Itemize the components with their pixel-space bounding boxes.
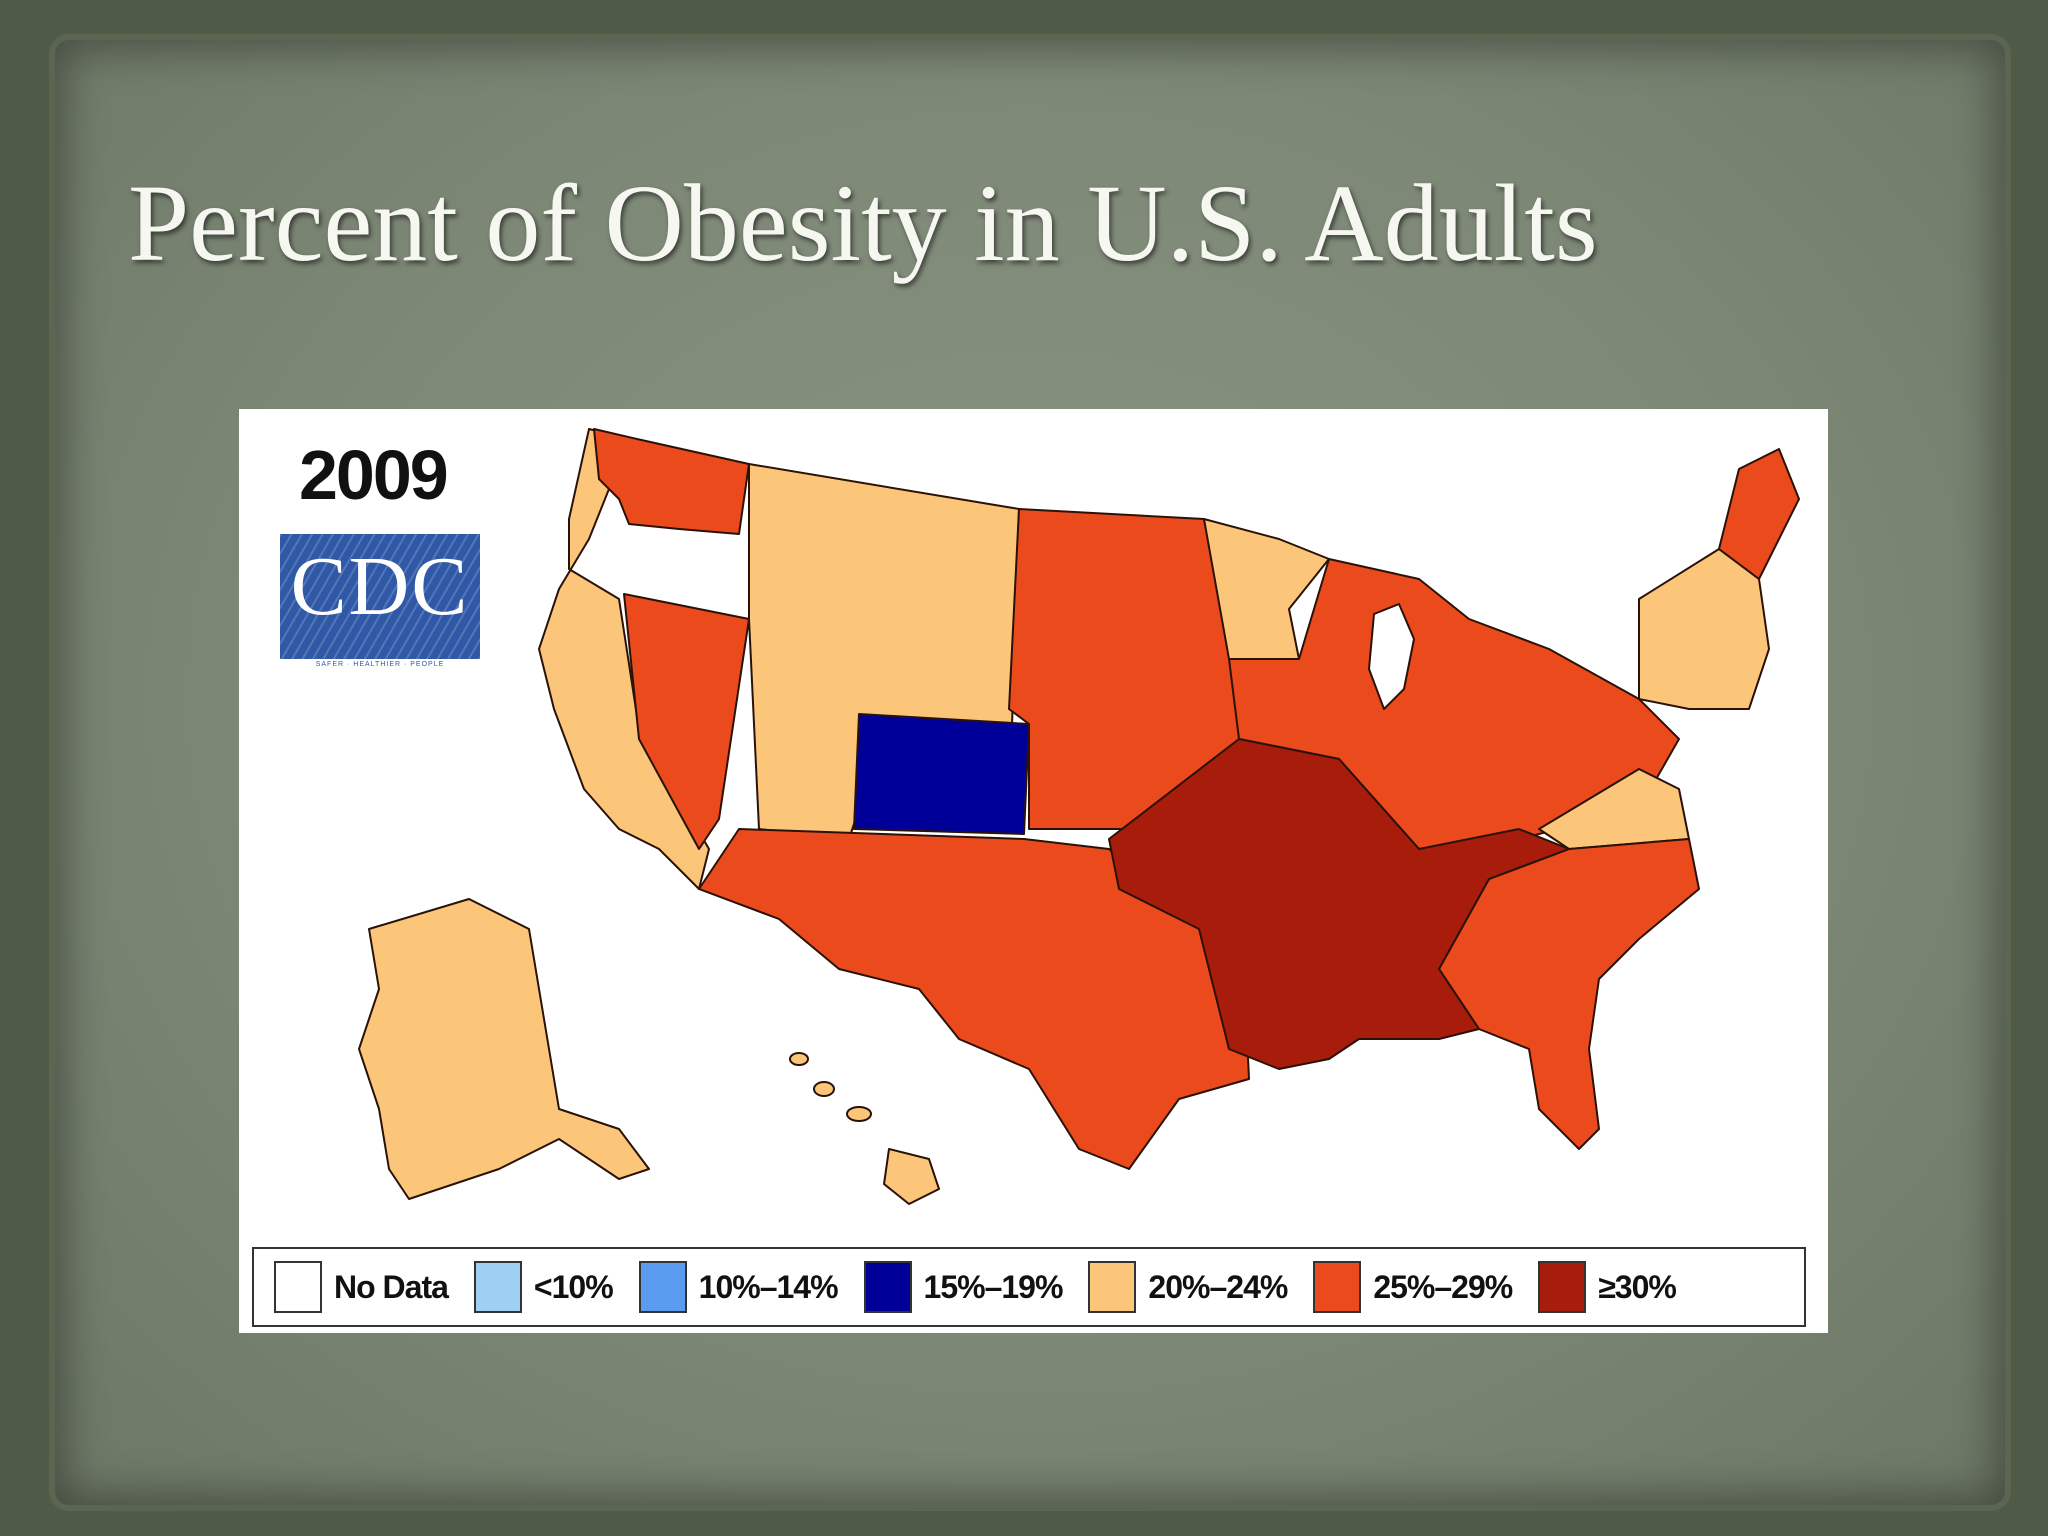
- state-nevada: [623, 593, 750, 850]
- legend-label: 15%–19%: [923, 1268, 1064, 1305]
- cdc-logo-tagline: SAFER · HEALTHIER · PEOPLE: [315, 661, 445, 668]
- legend-swatch: [1538, 1261, 1587, 1313]
- state-hawaii: [883, 1148, 940, 1205]
- legend-item-15-19: 15%–19%: [863, 1261, 1064, 1313]
- region-new-england: [1718, 448, 1800, 580]
- legend-item-lt10: <10%: [473, 1261, 614, 1313]
- legend-swatch: [638, 1261, 687, 1313]
- legend-swatch: [473, 1261, 522, 1313]
- state-colorado: [853, 713, 1030, 835]
- legend-label: ≥30%: [1598, 1268, 1677, 1305]
- legend-label: 25%–29%: [1373, 1268, 1513, 1305]
- legend-item-no-data: No Data: [274, 1261, 449, 1313]
- state-virginia: [1538, 768, 1690, 850]
- cdc-logo: CDC: [280, 534, 480, 659]
- obesity-map-figure: 2009 CDC SAFER · HEALTHIER · PEOPLE No D…: [239, 409, 1828, 1333]
- legend-item-10-14: 10%–14%: [638, 1261, 839, 1313]
- region-west-coast: [538, 428, 710, 890]
- legend-swatch: [1313, 1261, 1362, 1313]
- legend-swatch: [1088, 1261, 1137, 1313]
- us-map: [358, 428, 1800, 1205]
- legend-label: No Data: [334, 1268, 449, 1305]
- map-year: 2009: [299, 436, 449, 514]
- map-legend: No Data <10% 10%–14% 15%–19% 20%–24% 25%…: [252, 1247, 1806, 1327]
- state-washington: [593, 428, 750, 535]
- great-lakes: [1368, 603, 1415, 710]
- hawaii-island-1: [789, 1052, 809, 1066]
- legend-swatch: [863, 1261, 912, 1313]
- hawaii-island-3: [846, 1106, 872, 1122]
- legend-swatch: [274, 1261, 322, 1313]
- slide-title: Percent of Obesity in U.S. Adults: [128, 162, 1598, 284]
- legend-item-20-24: 20%–24%: [1088, 1261, 1288, 1313]
- region-deep-south: [1108, 738, 1570, 1070]
- legend-label: <10%: [533, 1268, 614, 1305]
- legend-item-25-29: 25%–29%: [1313, 1261, 1513, 1313]
- legend-label: 10%–14%: [698, 1268, 839, 1305]
- cdc-logo-text: CDC: [290, 540, 470, 633]
- legend-item-ge30: ≥30%: [1538, 1261, 1677, 1313]
- state-alaska: [358, 898, 650, 1200]
- legend-label: 20%–24%: [1148, 1268, 1288, 1305]
- hawaii-island-2: [813, 1081, 835, 1097]
- region-southeast: [1438, 838, 1700, 1150]
